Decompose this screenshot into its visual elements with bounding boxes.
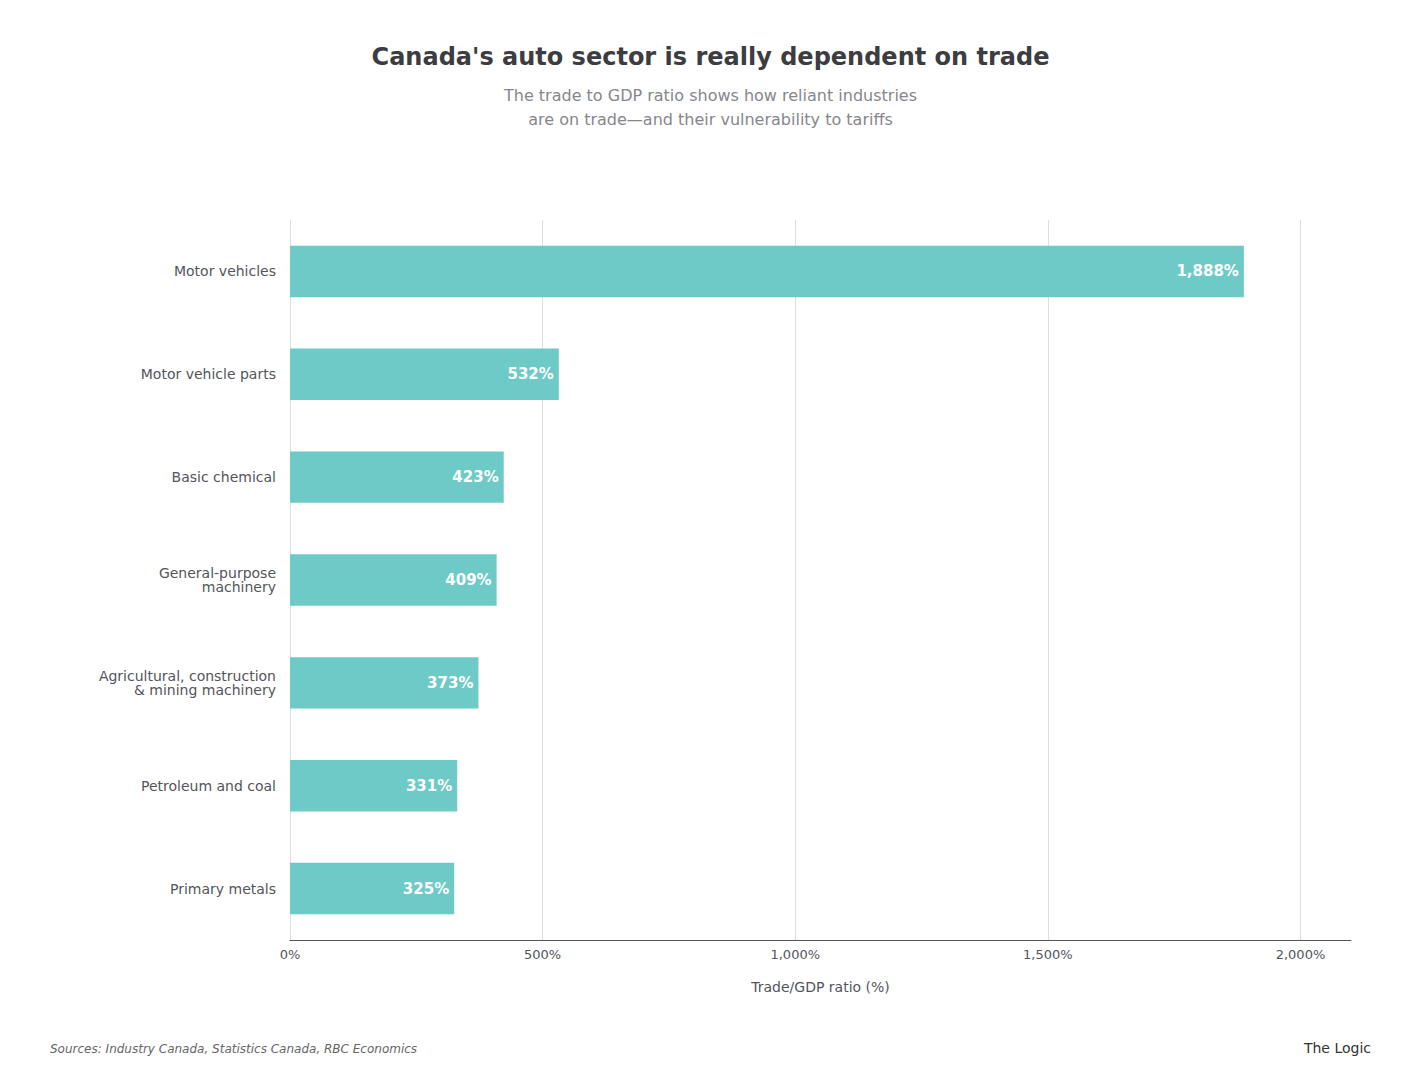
- svg-text:Primary metals: Primary metals: [170, 881, 276, 897]
- svg-text:423%: 423%: [452, 468, 498, 486]
- svg-text:2,000%: 2,000%: [1276, 947, 1326, 962]
- svg-text:The Logic: The Logic: [1303, 1040, 1371, 1056]
- svg-text:331%: 331%: [406, 777, 452, 795]
- svg-text:532%: 532%: [507, 365, 553, 383]
- svg-text:Petroleum and coal: Petroleum and coal: [141, 778, 276, 794]
- svg-text:409%: 409%: [445, 571, 491, 589]
- svg-text:325%: 325%: [403, 880, 449, 898]
- svg-text:0%: 0%: [280, 947, 301, 962]
- svg-text:Basic chemical: Basic chemical: [172, 469, 276, 485]
- svg-text:500%: 500%: [524, 947, 561, 962]
- svg-text:machinery: machinery: [202, 579, 276, 595]
- svg-text:Motor vehicles: Motor vehicles: [174, 263, 276, 279]
- svg-text:1,888%: 1,888%: [1176, 262, 1238, 280]
- svg-text:& mining machinery: & mining machinery: [134, 682, 276, 698]
- svg-text:Motor vehicle parts: Motor vehicle parts: [141, 366, 276, 382]
- svg-text:are on trade—and their vulnera: are on trade—and their vulnerability to …: [528, 110, 893, 129]
- svg-text:373%: 373%: [427, 674, 473, 692]
- svg-text:General-purpose: General-purpose: [158, 565, 276, 581]
- svg-text:The trade to GDP ratio shows h: The trade to GDP ratio shows how reliant…: [503, 86, 917, 105]
- svg-text:Sources: Industry Canada, Stat: Sources: Industry Canada, Statistics Can…: [50, 1042, 417, 1056]
- svg-text:1,500%: 1,500%: [1023, 947, 1073, 962]
- svg-text:Agricultural, construction: Agricultural, construction: [98, 667, 276, 684]
- svg-text:1,000%: 1,000%: [770, 947, 820, 962]
- svg-text:Trade/GDP ratio (%): Trade/GDP ratio (%): [750, 979, 890, 995]
- svg-text:Canada's auto sector is really: Canada's auto sector is really dependent…: [372, 43, 1050, 71]
